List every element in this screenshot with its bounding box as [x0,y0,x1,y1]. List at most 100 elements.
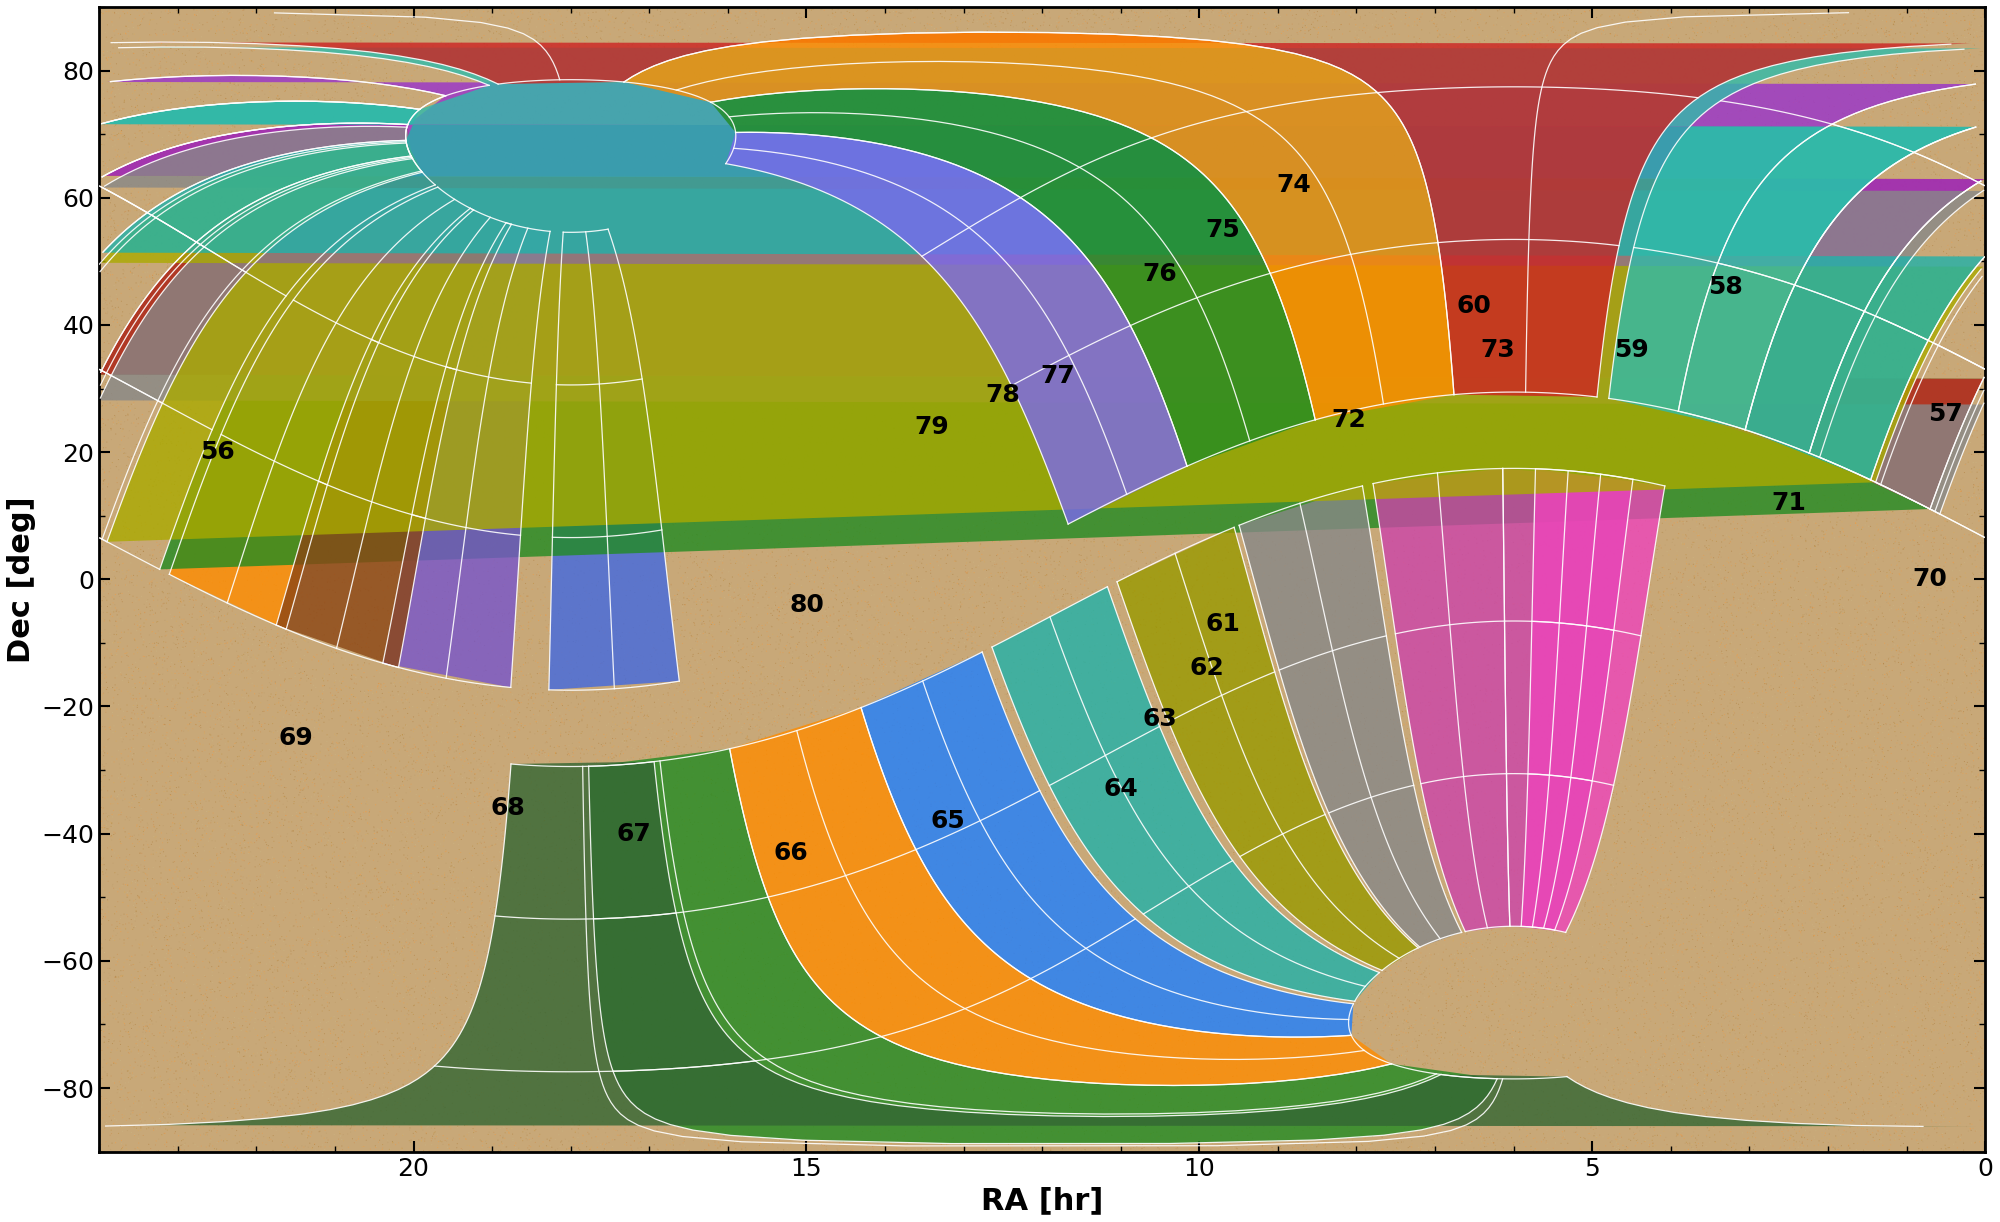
Point [1712,492,1744,512]
Point [572,160,604,180]
Point [1714,642,1746,661]
Point [614,258,646,277]
Point [874,277,906,297]
Point [802,496,834,516]
Point [1420,183,1452,203]
Point [158,1048,190,1068]
Point [168,1047,200,1067]
Point [336,428,368,447]
Point [1236,832,1268,852]
Point [1264,82,1296,101]
Point [1428,646,1460,666]
Point [366,303,398,323]
Point [1680,562,1712,582]
Point [804,1011,836,1030]
Point [1178,549,1210,568]
Point [266,639,298,659]
Point [780,208,812,227]
Point [1348,907,1380,926]
Point [308,956,340,975]
Point [616,242,648,262]
Point [1156,858,1188,877]
Point [1490,689,1522,709]
Point [1606,89,1638,109]
Point [238,155,270,175]
Point [1378,117,1410,137]
Point [1648,1073,1680,1092]
Point [460,924,492,943]
Point [1434,910,1466,930]
Point [1556,1037,1588,1057]
Point [364,708,396,727]
Point [714,975,746,995]
Point [472,852,504,871]
Point [648,506,680,525]
Point [496,112,528,132]
Point [1072,840,1104,859]
Point [1006,780,1038,799]
Point [1384,873,1416,892]
Point [826,182,858,202]
Point [1508,271,1540,291]
Point [354,6,386,26]
Point [326,1091,358,1111]
Point [578,934,610,953]
Point [1012,131,1044,150]
Point [1910,855,1942,875]
Point [462,164,494,183]
Point [1132,373,1164,392]
Point [1830,447,1862,467]
Point [1556,84,1588,104]
Point [1336,651,1368,671]
Point [622,299,654,319]
Point [1346,1011,1378,1030]
Point [1306,105,1338,125]
Point [616,787,648,807]
Point [1190,216,1222,236]
Point [1440,126,1472,145]
Point [460,877,492,897]
Point [908,1083,940,1102]
Point [710,1095,742,1114]
Point [1874,1125,1906,1145]
Point [1258,595,1290,615]
Point [86,623,118,643]
Point [610,338,642,358]
Point [1912,152,1944,171]
Point [914,369,946,389]
Point [424,238,456,258]
Point [898,777,930,797]
Point [1672,1134,1704,1154]
Point [396,209,428,229]
Point [1308,99,1340,119]
Point [352,246,384,265]
Point [958,136,990,155]
Point [172,316,204,336]
Point [496,1081,528,1101]
Point [808,1134,840,1154]
Point [1534,899,1566,919]
Point [896,457,928,477]
Point [554,758,586,777]
Point [716,130,748,149]
Point [1952,263,1984,282]
Point [1172,257,1204,276]
Point [838,528,870,547]
Point [1350,145,1382,165]
Point [1628,343,1660,363]
Point [1582,885,1614,904]
Point [516,938,548,958]
Point [1434,142,1466,161]
Point [1220,544,1252,563]
Point [1596,1069,1628,1089]
Point [656,1128,688,1147]
Point [1178,708,1210,727]
Point [1784,199,1816,219]
Point [900,811,932,831]
Point [630,463,662,483]
Point [1004,1006,1036,1025]
Point [190,643,222,662]
Point [1958,879,1990,898]
Point [1292,422,1324,441]
Point [98,602,130,622]
